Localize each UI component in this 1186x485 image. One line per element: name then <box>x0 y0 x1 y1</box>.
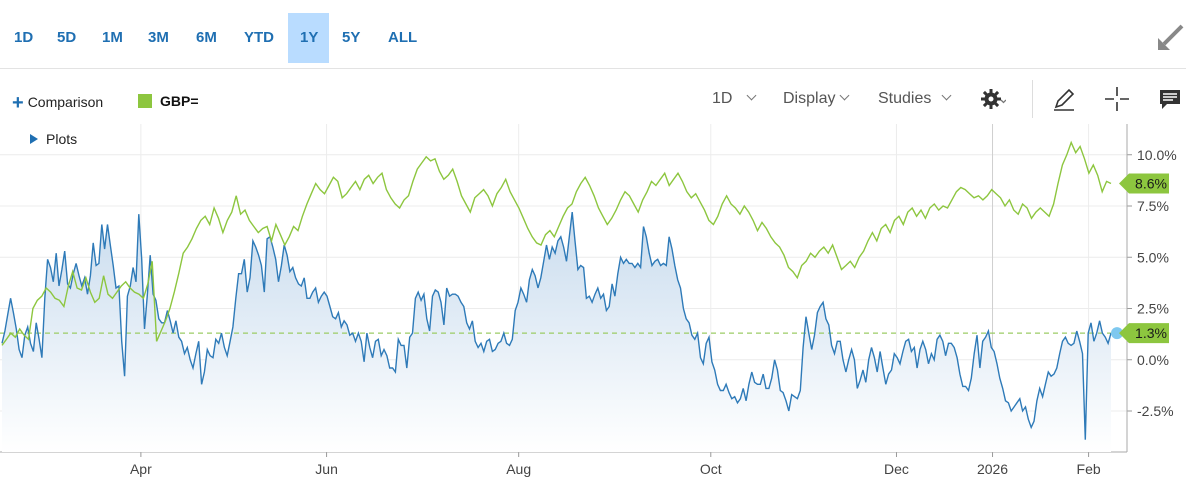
x-tick-label: Dec <box>884 461 909 477</box>
range-6m-button[interactable]: 6M <box>196 29 217 46</box>
range-1y-button[interactable]: 1Y <box>288 13 329 63</box>
series-line-gbp <box>1 140 1112 346</box>
range-5y-button[interactable]: 5Y <box>342 29 361 46</box>
range-1d-button[interactable]: 1D <box>14 29 34 46</box>
comparison-button[interactable]: + Comparison <box>12 92 103 115</box>
interval-label: 1D <box>712 90 733 107</box>
symbol-legend: GBP= <box>138 93 199 109</box>
range-selector: 1D 5D 1M 3M 6M YTD 1Y 5Y ALL <box>0 0 1186 69</box>
toolbar-divider <box>1032 80 1033 118</box>
y-tick-label: 10.0% <box>1137 147 1177 163</box>
chevron-down-icon <box>840 90 850 101</box>
gear-icon[interactable] <box>980 86 1006 112</box>
gbp-last-value-tag: 8.6% <box>1135 175 1167 191</box>
y-tick-label: 5.0% <box>1137 249 1169 265</box>
chevron-down-icon <box>747 90 757 101</box>
x-tick-label: Oct <box>700 461 722 477</box>
caret-right-icon <box>30 134 38 144</box>
expand-icon[interactable] <box>1152 22 1186 56</box>
crosshair-icon[interactable] <box>1104 86 1130 112</box>
series-line-blue <box>1 212 1112 440</box>
blue-last-value-tag-bg <box>1119 323 1169 344</box>
range-ytd-button[interactable]: YTD <box>244 29 274 46</box>
range-3m-button[interactable]: 3M <box>148 29 169 46</box>
comment-icon[interactable] <box>1157 86 1183 112</box>
range-5d-button[interactable]: 5D <box>57 29 77 46</box>
comparison-label: Comparison <box>27 94 104 110</box>
y-tick-label: 0.0% <box>1137 352 1169 368</box>
y-tick-label: 7.5% <box>1137 198 1169 214</box>
x-tick-label: Apr <box>130 461 152 477</box>
studies-dropdown[interactable]: Studies <box>878 90 952 108</box>
last-point-dot <box>1111 327 1123 340</box>
studies-label: Studies <box>878 90 932 107</box>
display-label: Display <box>783 90 836 107</box>
x-tick-label: Aug <box>506 461 531 477</box>
chevron-down-icon <box>941 90 952 101</box>
range-1m-button[interactable]: 1M <box>102 29 123 46</box>
x-tick-label: Jun <box>315 461 338 477</box>
chart-toolbar: + Comparison GBP= 1D Display Studies <box>0 80 1186 120</box>
pencil-icon[interactable] <box>1051 86 1077 112</box>
blue-last-value-tag: 1.3% <box>1135 325 1167 341</box>
plus-icon: + <box>12 92 24 114</box>
y-tick-label: -2.5% <box>1137 403 1174 419</box>
symbol-swatch <box>138 94 152 108</box>
range-all-button[interactable]: ALL <box>388 29 418 46</box>
x-tick-label: 2026 <box>977 461 1008 477</box>
interval-dropdown[interactable]: 1D <box>712 90 757 108</box>
display-dropdown[interactable]: Display <box>783 90 850 108</box>
x-tick-label: Feb <box>1077 461 1101 477</box>
gbp-last-value-tag-bg <box>1119 173 1169 194</box>
price-chart[interactable]: 10.0% 7.5% 5.0% 2.5% 0.0% -2.5% Apr Jun Aug Oct De… <box>0 124 1186 485</box>
plots-label: Plots <box>46 131 78 147</box>
series-area-fill <box>2 212 1111 452</box>
y-tick-label: 2.5% <box>1137 301 1169 317</box>
symbol-label: GBP= <box>160 93 199 109</box>
plots-toggle[interactable]: Plots <box>30 131 77 147</box>
